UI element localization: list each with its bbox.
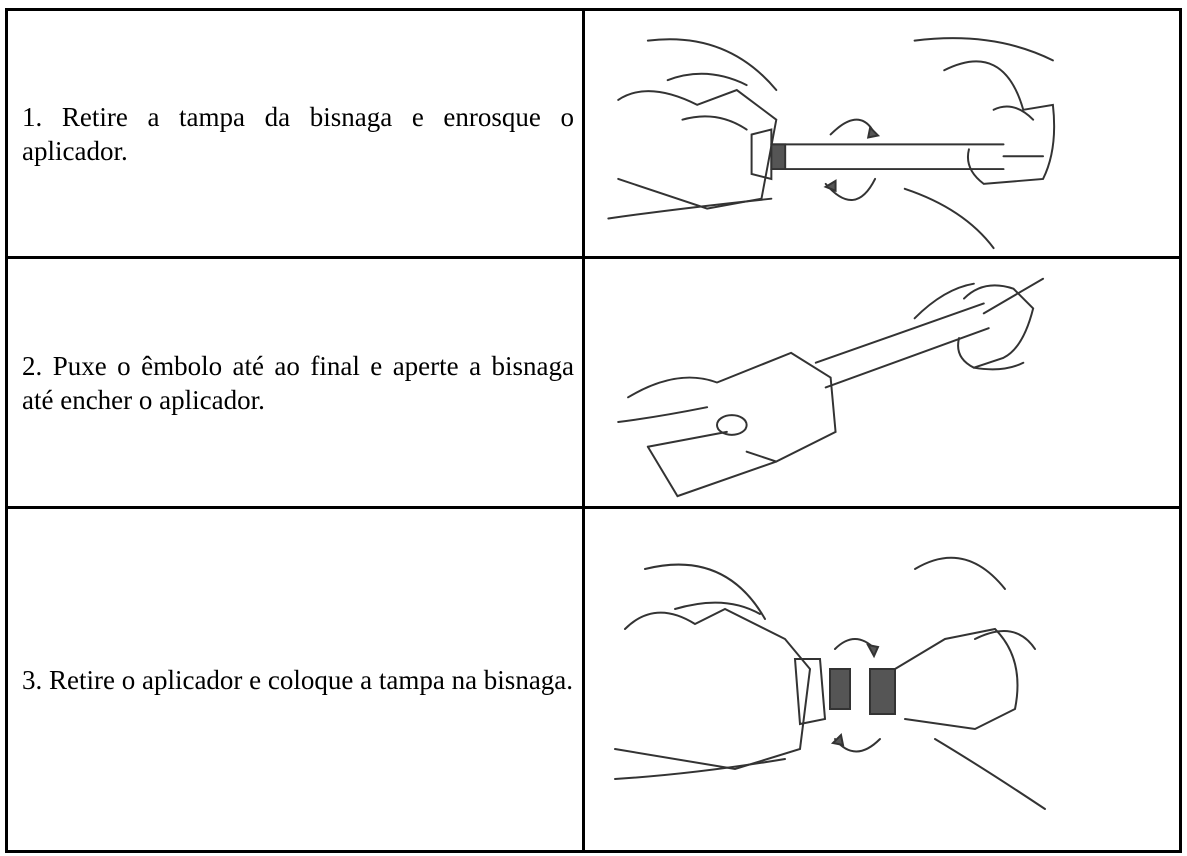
illustration (607, 37, 1056, 250)
step-illustration (585, 509, 1179, 850)
step-text: 3. Retire o aplicador e coloque a tampa … (22, 664, 574, 695)
step-illustration (585, 11, 1179, 259)
step-text: 1. Retire a tampa da bisnaga e enrosque … (22, 101, 574, 166)
step-cell: 3. Retire o aplicador e coloque a tampa … (8, 509, 585, 850)
instruction-table: 1. Retire a tampa da bisnaga e enrosque … (5, 8, 1182, 853)
step-cell: 2. Puxe o êmbolo até ao final e aperte a… (8, 259, 585, 509)
step-text: 2. Puxe o êmbolo até ao final e aperte a… (22, 350, 574, 415)
step-cell: 1. Retire a tampa da bisnaga e enrosque … (8, 11, 585, 259)
step-illustration (585, 259, 1179, 509)
illustration (617, 277, 1045, 498)
illustration (614, 556, 1046, 810)
